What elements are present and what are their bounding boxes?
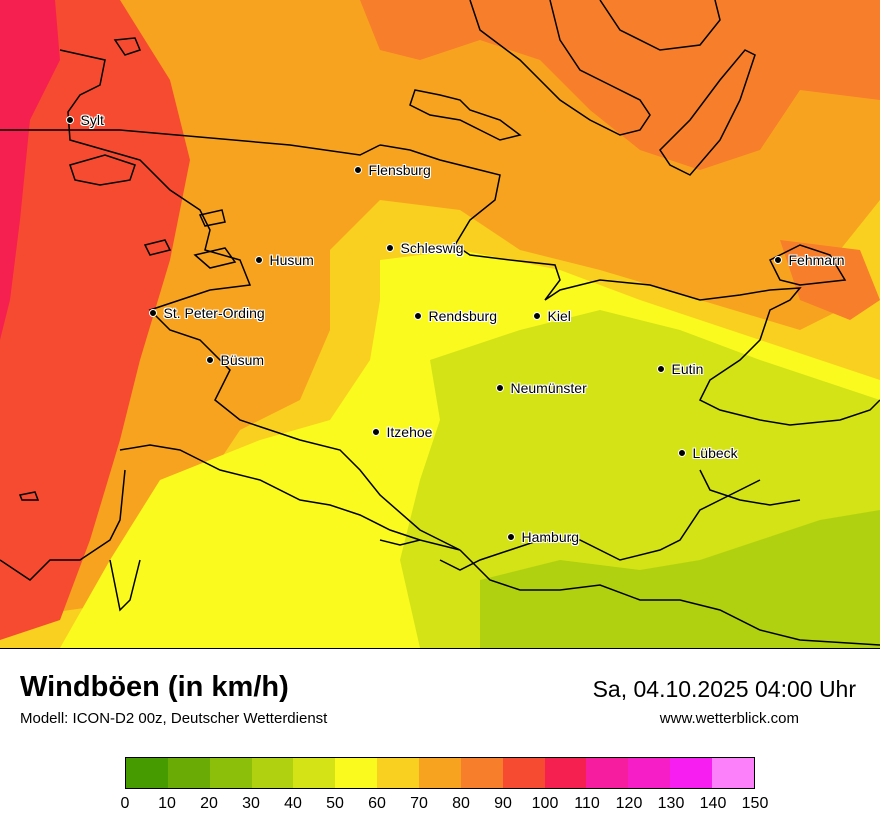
city-label: Sylt [80, 112, 104, 128]
legend-tick: 50 [326, 795, 344, 812]
legend-tick-labels: 0 10 20 30 40 50 60 70 80 90 100 110 120 130 140 150 [121, 795, 769, 815]
legend-swatch [419, 758, 461, 788]
city-label: Flensburg [368, 162, 431, 178]
city-schleswig: Schleswig [385, 240, 464, 256]
city-luebeck: Lübeck [677, 445, 738, 461]
field-crimson-zone [0, 0, 60, 340]
city-label: Kiel [547, 308, 571, 324]
city-dot [254, 256, 263, 264]
city-fehmarn: Fehmarn [773, 252, 845, 268]
city-dot [371, 428, 380, 436]
legend-tick: 120 [615, 795, 643, 812]
map-graphic [0, 0, 880, 648]
legend-tick: 90 [494, 795, 512, 812]
legend-tick: 100 [531, 795, 559, 812]
city-dot [506, 533, 515, 541]
city-dot [495, 384, 504, 392]
legend-swatch [502, 758, 545, 788]
city-label: Eutin [671, 361, 704, 377]
legend-swatch [586, 758, 629, 788]
city-label: Schleswig [400, 240, 464, 256]
color-scale-legend [125, 757, 755, 789]
legend-swatch [167, 758, 210, 788]
model-source: Modell: ICON-D2 00z, Deutscher Wetterdie… [20, 710, 328, 727]
legend-swatch [544, 758, 587, 788]
legend-swatch [293, 758, 336, 788]
city-dot [532, 312, 541, 320]
legend-swatch [712, 758, 754, 788]
city-label: Hamburg [521, 529, 580, 545]
city-sylt: Sylt [65, 112, 104, 128]
legend-tick: 40 [284, 795, 302, 812]
legend-swatch [628, 758, 671, 788]
city-label: Rendsburg [428, 308, 498, 324]
legend-tick: 70 [410, 795, 428, 812]
legend-tick: 80 [452, 795, 470, 812]
legend-swatch [126, 758, 168, 788]
city-flensburg: Flensburg [353, 162, 431, 178]
city-dot [148, 309, 157, 317]
city-dot [385, 244, 394, 252]
city-hamburg: Hamburg [506, 529, 580, 545]
legend-tick: 60 [368, 795, 386, 812]
legend-tick: 0 [120, 795, 130, 812]
city-kiel: Kiel [532, 308, 571, 324]
legend-swatch [335, 758, 378, 788]
city-label: St. Peter-Ording [163, 305, 265, 321]
legend-tick: 30 [242, 795, 260, 812]
city-rendsburg: Rendsburg [413, 308, 498, 324]
legend-swatch [251, 758, 294, 788]
legend-swatch [209, 758, 252, 788]
field-darkorange-east [780, 240, 880, 320]
city-label: Fehmarn [788, 252, 845, 268]
city-itzehoe: Itzehoe [371, 424, 433, 440]
field-red-zone [0, 0, 190, 640]
city-st-peter-ording: St. Peter-Ording [148, 305, 265, 321]
field-darkorange-zone [360, 0, 880, 170]
city-dot [353, 166, 362, 174]
city-label: Lübeck [692, 445, 738, 461]
city-eutin: Eutin [656, 361, 704, 377]
legend-tick: 10 [158, 795, 176, 812]
city-husum: Husum [254, 252, 314, 268]
coastlines [0, 0, 880, 646]
legend-swatch [460, 758, 503, 788]
legend-swatch [377, 758, 420, 788]
city-label: Itzehoe [386, 424, 433, 440]
city-neumuenster: Neumünster [495, 380, 587, 396]
city-buesum: Büsum [205, 352, 265, 368]
legend-swatch [670, 758, 713, 788]
city-label: Neumünster [510, 380, 587, 396]
city-dot [656, 365, 665, 373]
field-green-zone [480, 510, 880, 648]
legend-tick: 150 [741, 795, 769, 812]
map-title: Windböen (in km/h) [20, 671, 289, 703]
legend-tick: 20 [200, 795, 218, 812]
city-dot [677, 449, 686, 457]
legend-tick: 130 [657, 795, 685, 812]
city-dot [773, 256, 782, 264]
forecast-datetime: Sa, 04.10.2025 04:00 Uhr [592, 676, 856, 702]
city-label: Büsum [220, 352, 265, 368]
city-dot [205, 356, 214, 364]
legend-tick: 110 [574, 795, 600, 812]
wind-gust-map: Sylt Flensburg Schleswig Husum Fehmarn S… [0, 0, 880, 649]
website-credit: www.wetterblick.com [659, 710, 799, 727]
legend-tick: 140 [699, 795, 727, 812]
city-label: Husum [269, 252, 314, 268]
city-dot [413, 312, 422, 320]
city-dot [65, 116, 74, 124]
